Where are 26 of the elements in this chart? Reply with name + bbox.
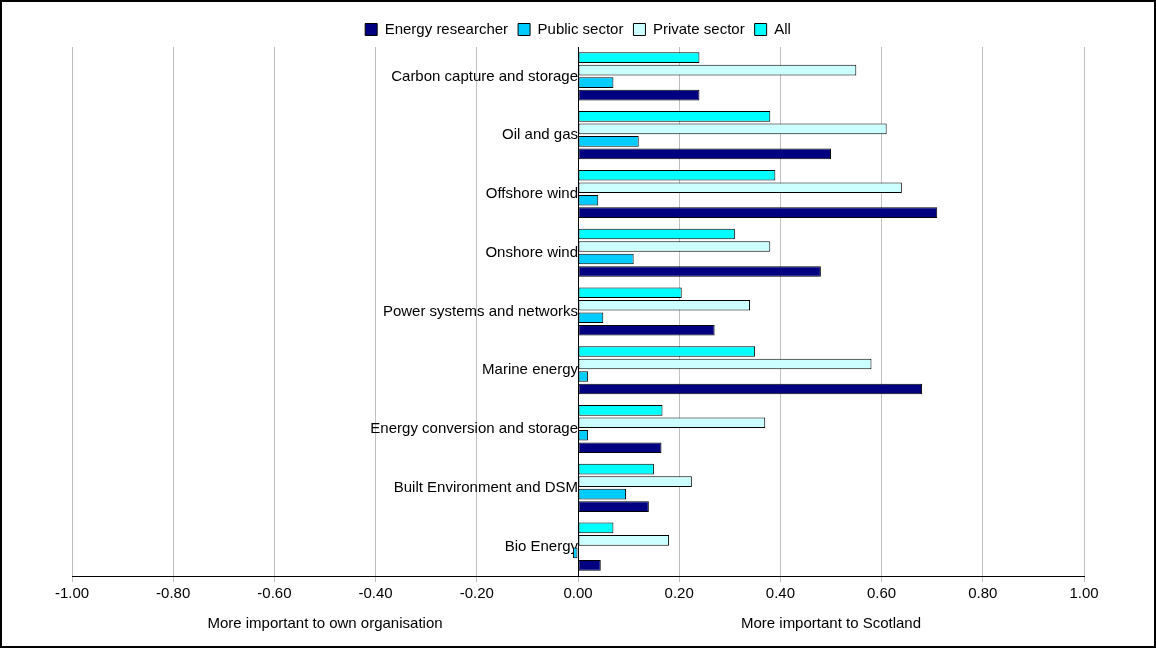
legend-label: Private sector (652, 19, 745, 37)
x-tick-label: -0.40 (358, 584, 393, 602)
y-tick-label: Marine energy (482, 360, 579, 378)
x-tick-label: 0.60 (867, 584, 897, 602)
x-tick-label: -1.00 (54, 584, 90, 602)
x-tick-label: 0.20 (664, 584, 694, 602)
legend-label: Energy researcher (384, 19, 509, 37)
y-tick-label: Energy conversion and storage (370, 419, 578, 437)
y-tick-label: Onshore wind (485, 242, 578, 260)
x-tick-label: -0.20 (459, 584, 494, 602)
x-tick-label: 0.40 (765, 584, 795, 602)
y-tick-label: Carbon capture and storage (391, 66, 578, 84)
y-tick-label: Bio Energy (504, 536, 579, 554)
x-tick-label: -0.80 (156, 584, 191, 602)
text: More important to own organisation (207, 613, 443, 631)
x-tick-label: 0.00 (563, 584, 593, 602)
y-tick-label: Oil and gas (502, 125, 578, 143)
y-tick-label: Built Environment and DSM (393, 477, 578, 495)
legend-label: Public sector (537, 19, 624, 37)
legend-label: All (774, 19, 791, 37)
text: More important to Scotland (740, 613, 922, 631)
y-tick-label: Offshore wind (485, 184, 578, 202)
x-tick-label: 0.80 (968, 584, 998, 602)
x-tick-label: -0.60 (257, 584, 292, 602)
x-tick-label: 1.00 (1069, 584, 1099, 602)
y-tick-label: Power systems and networks (382, 301, 578, 319)
